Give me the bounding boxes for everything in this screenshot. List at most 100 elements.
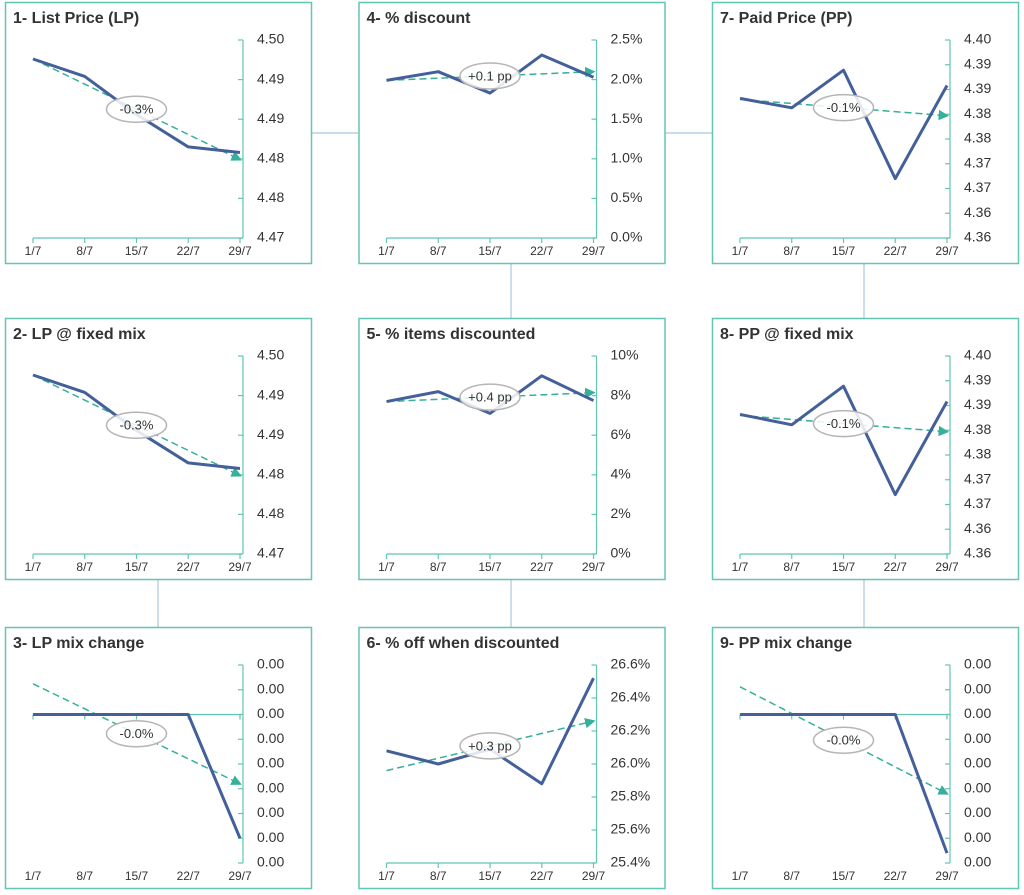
x-tick-label: 1/7 — [732, 244, 749, 258]
x-tick-label: 1/7 — [25, 560, 42, 574]
chart-title: 4- % discount — [367, 10, 472, 27]
chart-title: 6- % off when discounted — [367, 635, 560, 652]
x-tick-label: 15/7 — [832, 869, 856, 883]
y-tick-label: 4.38 — [964, 421, 991, 437]
x-tick-label: 22/7 — [530, 244, 554, 258]
y-tick-label: 4.40 — [964, 31, 991, 47]
chart-title: 2- LP @ fixed mix — [13, 326, 146, 343]
y-tick-label: 4.49 — [257, 386, 284, 402]
x-tick-label: 29/7 — [582, 869, 606, 883]
series-line — [386, 53, 595, 95]
x-tick-label: 8/7 — [783, 560, 800, 574]
x-tick-label: 29/7 — [228, 560, 252, 574]
x-tick-label: 8/7 — [76, 869, 93, 883]
panel-frame — [4, 1, 313, 265]
y-tick-label: 4.48 — [257, 150, 284, 166]
y-tick-label: 4.49 — [257, 426, 284, 442]
panel-frame — [358, 317, 666, 581]
chart-title: 7- Paid Price (PP) — [720, 10, 853, 27]
y-tick-label: 0% — [611, 545, 631, 561]
chart-panel: 4- % discount 0.0% 0.5% 1.0% 1.5% 2.0% 2.5% 1/7… — [358, 1, 666, 265]
y-tick-label: 4.40 — [964, 347, 991, 363]
y-tick-label: 0.5% — [611, 189, 643, 205]
panel-frame — [711, 1, 1020, 265]
x-tick-label: 15/7 — [478, 560, 502, 574]
y-tick-label: 4.38 — [964, 130, 991, 146]
chart-panel: 3- LP mix change 0.00 0.00 0.00 0.00 0.00 0.00… — [4, 626, 313, 890]
y-tick-label: 4.39 — [964, 55, 991, 71]
y-tick-label: 4.37 — [964, 470, 991, 486]
y-tick-label: 0.00 — [964, 730, 991, 746]
x-tick-label: 15/7 — [125, 560, 149, 574]
y-tick-label: 0.00 — [257, 755, 284, 771]
y-tick-label: 4.49 — [257, 110, 284, 126]
x-tick-label: 8/7 — [76, 244, 93, 258]
chart-panel: 2- LP @ fixed mix 4.47 4.48 4.48 4.49 4.49 4.5… — [4, 317, 313, 581]
panel-frame — [711, 317, 1020, 581]
x-tick-label: 8/7 — [783, 244, 800, 258]
x-tick-label: 22/7 — [177, 869, 201, 883]
y-tick-label: 0.00 — [964, 779, 991, 795]
x-tick-label: 1/7 — [732, 560, 749, 574]
y-tick-label: 4.37 — [964, 154, 991, 170]
y-tick-label: 0.00 — [964, 829, 991, 845]
chart-title: 8- PP @ fixed mix — [720, 326, 854, 343]
annotation-bubble — [105, 411, 168, 440]
y-tick-label: 0.00 — [257, 730, 284, 746]
x-tick-label: 1/7 — [25, 244, 42, 258]
panel-frame — [711, 626, 1020, 890]
x-tick-label: 8/7 — [430, 869, 447, 883]
x-tick-label: 22/7 — [530, 869, 554, 883]
panel-frame — [358, 1, 666, 265]
x-tick-label: 15/7 — [832, 560, 856, 574]
y-tick-label: 2% — [611, 505, 631, 521]
chart-panel: 5- % items discounted 0% 2% 4% 6% 8% 10% 1/7 8/7… — [358, 317, 666, 581]
y-tick-label: 4.48 — [257, 505, 284, 521]
y-tick-label: 4.50 — [257, 31, 284, 47]
annotation-bubble — [459, 62, 521, 90]
panel-frame — [4, 626, 313, 890]
y-tick-label: 26.6% — [611, 656, 651, 672]
x-tick-label: 1/7 — [25, 869, 42, 883]
y-tick-label: 4.47 — [257, 545, 284, 561]
chart-title: 5- % items discounted — [367, 326, 536, 343]
annotation-bubble — [812, 409, 875, 438]
x-tick-label: 1/7 — [378, 560, 395, 574]
x-tick-label: 15/7 — [125, 244, 149, 258]
y-tick-label: 0.00 — [257, 656, 284, 672]
x-tick-label: 22/7 — [530, 560, 554, 574]
x-tick-label: 22/7 — [884, 560, 908, 574]
panel-frame — [4, 317, 313, 581]
y-tick-label: 6% — [611, 426, 631, 442]
annotation-bubble — [459, 732, 521, 760]
trend-line — [386, 717, 596, 772]
y-tick-label: 4.47 — [257, 229, 284, 245]
y-tick-label: 1.0% — [611, 150, 643, 166]
y-tick-label: 0.00 — [257, 854, 284, 870]
x-tick-label: 15/7 — [125, 869, 149, 883]
annotation: -0.3% — [120, 418, 154, 433]
annotation: -0.0% — [120, 726, 154, 741]
y-tick-label: 4% — [611, 466, 631, 482]
annotation: +0.3 pp — [468, 738, 512, 753]
y-tick-label: 4.39 — [964, 371, 991, 387]
x-tick-label: 29/7 — [935, 244, 959, 258]
annotation: +0.1 pp — [468, 68, 512, 83]
x-tick-label: 22/7 — [177, 244, 201, 258]
x-tick-label: 8/7 — [76, 560, 93, 574]
y-tick-label: 0.00 — [257, 680, 284, 696]
y-tick-label: 4.36 — [964, 229, 991, 245]
y-tick-label: 1.5% — [611, 110, 643, 126]
series-line — [739, 68, 949, 181]
x-tick-label: 29/7 — [582, 244, 606, 258]
annotation-bubble — [105, 720, 168, 748]
x-tick-label: 8/7 — [430, 560, 447, 574]
x-tick-label: 29/7 — [228, 869, 252, 883]
y-tick-label: 4.50 — [257, 347, 284, 363]
y-tick-label: 4.36 — [964, 204, 991, 220]
y-tick-label: 4.37 — [964, 495, 991, 511]
chart-panel: 6- % off when discounted 25.4% 25.6% 25.8% 2… — [358, 626, 666, 890]
x-tick-label: 29/7 — [582, 560, 606, 574]
y-tick-label: 25.8% — [611, 788, 651, 804]
